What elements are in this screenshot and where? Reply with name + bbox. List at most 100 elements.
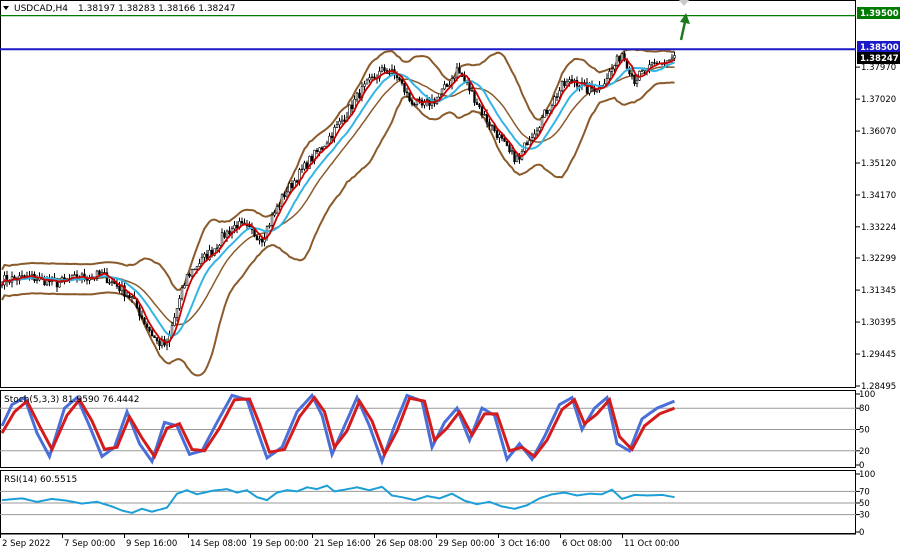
candle-body [318,147,321,152]
candle-body [453,76,456,79]
candle-body [273,212,276,216]
price-tick-label: 1.37020 [861,95,896,105]
candle [610,63,614,77]
candle-body [670,57,674,61]
candle [380,64,384,73]
candle-body [148,326,151,332]
candle-body [308,156,311,169]
candle [200,253,204,266]
candle [340,115,344,125]
candle-body [285,191,289,197]
candle-body [320,147,324,150]
candle [383,64,386,74]
axis-tick-label: 80 [859,404,870,414]
candle [543,109,546,119]
candle-body [218,245,221,249]
up-arrow-icon[interactable] [679,13,690,41]
candle [108,278,111,286]
rsi-header: RSI(14) 60.5515 [4,475,77,485]
candle-body [370,76,374,79]
candle-body [535,130,539,135]
candle-body [403,82,406,93]
candle [268,222,271,229]
axis-tick-label: 0 [859,461,864,471]
candle-body [530,137,534,141]
candle-body [563,81,566,87]
candle-body [635,79,639,85]
axis-tick-label: 50 [859,426,870,436]
candle-body [105,272,109,284]
candle [188,272,191,278]
candle-body [143,317,146,325]
level-upper-label-bg [857,7,900,19]
candle [498,132,501,144]
candle [315,148,319,155]
candle-body [63,277,66,280]
candle [180,285,184,301]
time-tick-label: 29 Sep 00:00 [438,539,495,549]
candle-body [330,135,334,139]
candle-body [650,62,654,66]
candle-body [248,225,251,228]
candle [475,98,479,105]
candle [403,82,406,96]
candle-body [610,68,614,72]
candle [398,76,401,82]
candle-body [615,55,619,66]
candle [443,80,446,91]
candle [278,202,281,211]
candle-body [558,90,561,98]
candle [73,271,76,276]
triangle-down-icon[interactable] [3,6,9,10]
candle [193,268,196,271]
time-tick-label: 3 Oct 16:00 [500,539,550,549]
candle [528,135,531,146]
candle-body [640,70,644,72]
time-tick-label: 21 Sep 16:00 [314,539,371,549]
candle [478,102,481,109]
candle [638,70,641,81]
candle [130,295,134,303]
candle-body [138,307,141,317]
candle [408,92,411,103]
candle-body [438,93,441,98]
candle-body [543,109,546,118]
candle [178,295,181,311]
candle-body [340,119,344,122]
candle [203,251,206,263]
candle-body [128,295,131,299]
rsi-series: 100 70 50 30 0 [0,470,875,538]
price-tick-label: 1.35120 [861,159,896,169]
scroll-marker-icon[interactable] [679,0,689,6]
candle [173,313,176,327]
price-tick-label: 1.34170 [861,191,896,201]
candle-body [388,72,391,75]
candle-body [613,65,616,70]
candle [525,140,529,146]
candle-body [455,67,459,78]
candle-body [150,330,154,336]
price-tick-label: 1.32299 [861,254,896,264]
rsi-pane[interactable] [0,470,856,534]
candle-body [488,121,491,127]
candle-body [468,82,471,91]
candle [560,80,564,93]
candle-body [478,104,481,108]
axis-tick-label: 30 [859,511,870,521]
candle [148,326,151,333]
candle [515,153,519,163]
candle-body [178,298,181,309]
candle-body [233,225,236,230]
price-tick-label: 1.28495 [861,382,896,392]
candle-body [485,114,489,123]
candle-body [515,155,519,163]
price-axis: 1.37970 1.37020 1.36070 1.35120 1.34170 1.332… [856,63,896,392]
candle [668,59,671,62]
candle-body [280,194,284,207]
candle-body [35,279,39,281]
candle [303,160,306,171]
candle-body [490,124,494,127]
candle [630,69,634,80]
candle-body [185,274,189,286]
